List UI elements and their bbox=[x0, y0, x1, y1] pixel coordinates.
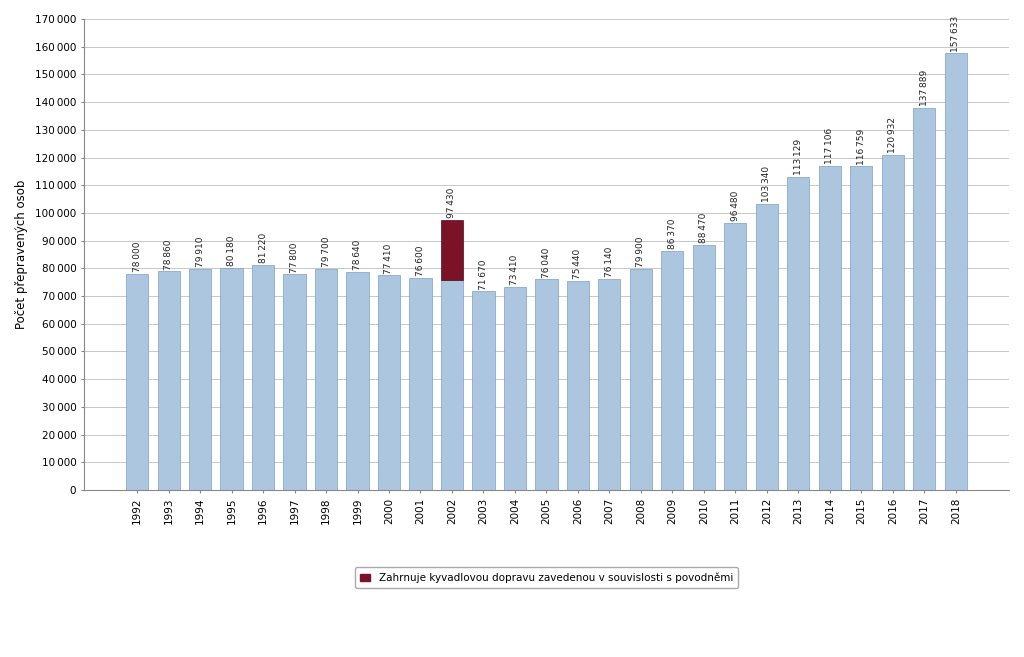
Y-axis label: Počet přepravených osob: Počet přepravených osob bbox=[15, 180, 28, 329]
Text: 79 910: 79 910 bbox=[196, 237, 205, 267]
Text: 113 129: 113 129 bbox=[794, 139, 803, 175]
Text: 76 040: 76 040 bbox=[542, 247, 551, 278]
Text: 81 220: 81 220 bbox=[258, 233, 267, 263]
Bar bbox=[630, 269, 652, 490]
Bar bbox=[315, 269, 337, 490]
Text: 80 180: 80 180 bbox=[227, 236, 236, 266]
Bar bbox=[567, 281, 589, 490]
Text: 71 670: 71 670 bbox=[479, 260, 488, 290]
Bar bbox=[756, 204, 778, 490]
Text: 79 700: 79 700 bbox=[322, 237, 331, 267]
Legend: Zahrnuje kyvadlovou dopravu zavedenou v souvislosti s povodněmi: Zahrnuje kyvadlovou dopravu zavedenou v … bbox=[354, 568, 738, 588]
Text: 75 440: 75 440 bbox=[573, 249, 583, 279]
Text: 77 800: 77 800 bbox=[290, 242, 299, 273]
Bar bbox=[346, 272, 369, 490]
Bar bbox=[504, 286, 526, 490]
Text: 78 640: 78 640 bbox=[353, 240, 362, 271]
Text: 78 860: 78 860 bbox=[164, 239, 173, 270]
Text: 88 470: 88 470 bbox=[699, 213, 709, 243]
Text: 79 900: 79 900 bbox=[637, 237, 645, 267]
Text: 73 410: 73 410 bbox=[511, 254, 519, 285]
Text: 76 600: 76 600 bbox=[416, 246, 425, 276]
Bar bbox=[693, 245, 715, 490]
Text: 78 000: 78 000 bbox=[132, 242, 141, 272]
Text: 96 480: 96 480 bbox=[731, 191, 740, 221]
Bar bbox=[945, 53, 967, 490]
Bar bbox=[787, 177, 809, 490]
Bar bbox=[662, 251, 683, 490]
Text: 97 430: 97 430 bbox=[447, 188, 457, 218]
Bar bbox=[158, 271, 179, 490]
Bar bbox=[220, 268, 243, 490]
Text: 117 106: 117 106 bbox=[825, 127, 835, 164]
Bar bbox=[913, 108, 936, 490]
Bar bbox=[378, 275, 400, 490]
Bar bbox=[189, 269, 211, 490]
Bar bbox=[882, 155, 904, 490]
Bar bbox=[598, 279, 621, 490]
Text: 116 759: 116 759 bbox=[857, 129, 866, 165]
Text: 76 140: 76 140 bbox=[605, 247, 614, 277]
Bar bbox=[472, 292, 495, 490]
Bar bbox=[850, 166, 872, 490]
Text: 120 932: 120 932 bbox=[889, 117, 897, 153]
Bar bbox=[410, 278, 431, 490]
Text: 86 370: 86 370 bbox=[668, 219, 677, 249]
Bar bbox=[819, 166, 841, 490]
Bar bbox=[126, 274, 148, 490]
Bar bbox=[441, 281, 463, 490]
Text: 77 410: 77 410 bbox=[384, 244, 393, 274]
Text: 137 889: 137 889 bbox=[920, 70, 929, 106]
Text: 157 633: 157 633 bbox=[951, 15, 961, 52]
Bar bbox=[536, 279, 557, 490]
Bar bbox=[252, 265, 274, 490]
Bar bbox=[441, 220, 463, 281]
Bar bbox=[284, 275, 305, 490]
Text: 103 340: 103 340 bbox=[763, 166, 771, 202]
Bar bbox=[724, 223, 746, 490]
